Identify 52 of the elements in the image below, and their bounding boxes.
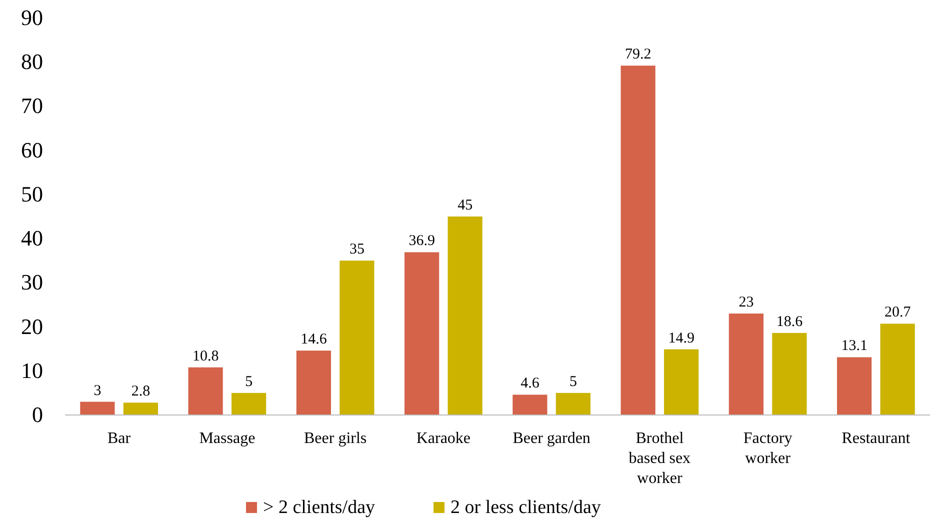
x-tick-label: Brothel based sex worker bbox=[628, 430, 691, 487]
x-tick-label: Beer girls bbox=[304, 430, 367, 447]
y-tick-label: 70 bbox=[21, 93, 43, 118]
data-label: 35 bbox=[349, 242, 364, 258]
bar bbox=[80, 402, 115, 415]
x-tick-label: Bar bbox=[108, 430, 132, 447]
x-tick-label: Beer garden bbox=[512, 430, 590, 447]
legend-label: > 2 clients/day bbox=[263, 497, 376, 518]
bar bbox=[232, 392, 266, 415]
x-tick-label: Restaurant bbox=[842, 430, 911, 447]
x-tick-label: Karaoke bbox=[416, 430, 471, 447]
legend-label: 2 or less clients/day bbox=[450, 497, 602, 518]
bar bbox=[512, 394, 548, 415]
bar bbox=[880, 324, 915, 415]
data-label: 14.6 bbox=[300, 332, 328, 348]
bar bbox=[340, 260, 374, 415]
bar bbox=[772, 332, 807, 415]
data-label: 13.1 bbox=[841, 338, 868, 354]
data-label: 2.8 bbox=[131, 384, 150, 400]
y-tick-label: 10 bbox=[21, 358, 43, 383]
bar bbox=[728, 314, 764, 415]
x-tick-label: Factory worker bbox=[743, 430, 792, 467]
data-label: 5 bbox=[569, 374, 577, 390]
data-label: 10.8 bbox=[192, 348, 219, 364]
data-label: 79.2 bbox=[624, 46, 652, 63]
bar bbox=[448, 216, 482, 415]
data-label: 20.7 bbox=[884, 304, 912, 321]
y-tick-label: 0 bbox=[32, 402, 43, 427]
data-label: 45 bbox=[458, 198, 473, 214]
bar bbox=[664, 349, 699, 415]
y-tick-label: 20 bbox=[21, 314, 43, 339]
bar bbox=[404, 252, 440, 415]
data-label: 23 bbox=[738, 294, 754, 311]
y-tick-label: 80 bbox=[21, 49, 43, 74]
y-tick-label: 40 bbox=[21, 226, 43, 251]
bar bbox=[296, 350, 331, 415]
data-label: 18.6 bbox=[776, 314, 804, 330]
bar bbox=[837, 357, 872, 415]
x-tick-label: Massage bbox=[199, 430, 256, 447]
bar bbox=[556, 392, 590, 415]
bar bbox=[188, 367, 223, 415]
data-label: 36.9 bbox=[408, 233, 435, 250]
data-label: 3 bbox=[94, 382, 102, 399]
data-label: 14.9 bbox=[668, 330, 694, 346]
bar bbox=[620, 66, 656, 415]
y-tick-label: 60 bbox=[21, 137, 43, 162]
data-label: 4.6 bbox=[520, 376, 540, 392]
data-label: 5 bbox=[245, 374, 253, 390]
y-tick-label: 30 bbox=[21, 270, 43, 295]
y-tick-label: 50 bbox=[21, 181, 43, 206]
y-tick-label: 90 bbox=[21, 5, 43, 30]
bar bbox=[123, 402, 158, 415]
